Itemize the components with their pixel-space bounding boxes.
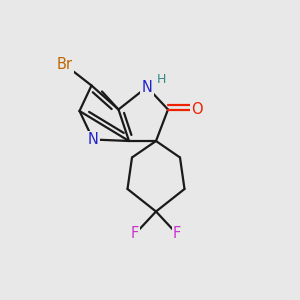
- Text: F: F: [173, 226, 181, 242]
- Text: N: N: [88, 132, 98, 147]
- Text: N: N: [142, 80, 152, 94]
- Text: H: H: [157, 73, 166, 86]
- Text: O: O: [191, 102, 202, 117]
- Text: Br: Br: [56, 57, 73, 72]
- Text: F: F: [131, 226, 139, 242]
